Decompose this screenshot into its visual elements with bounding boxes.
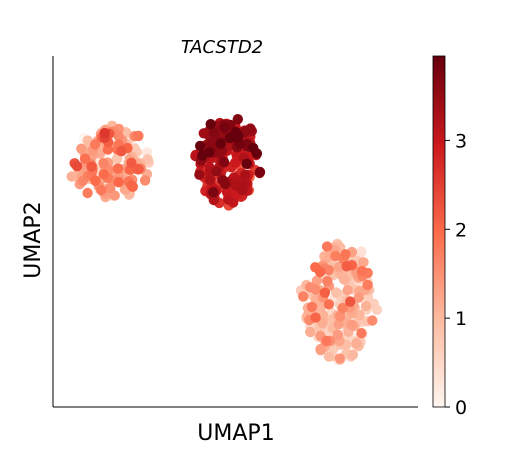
scatter-point xyxy=(341,261,352,272)
scatter-point xyxy=(220,179,231,190)
scatter-point xyxy=(367,315,378,326)
scatter-point xyxy=(223,194,234,205)
scatter-point xyxy=(323,351,335,362)
scatter-point xyxy=(113,130,124,142)
scatter-point xyxy=(346,319,358,330)
scatter-point xyxy=(347,349,358,360)
scatter-point xyxy=(311,275,323,286)
scatter-point xyxy=(66,171,77,182)
scatter-point xyxy=(360,300,372,312)
scatter-point xyxy=(330,250,341,262)
scatter-point xyxy=(126,180,137,191)
scatter-point xyxy=(105,182,116,194)
scatter-point xyxy=(254,166,266,178)
scatter-point xyxy=(323,299,335,310)
scatter-point xyxy=(342,285,353,296)
scatter-point xyxy=(112,163,124,174)
scatter-point xyxy=(237,185,248,196)
scatter-point xyxy=(340,249,351,260)
scatter-point xyxy=(98,169,109,180)
scatter-point xyxy=(240,169,251,181)
scatter-point xyxy=(310,312,321,323)
scatter-point xyxy=(330,287,342,298)
colorbar-tick-label: 3 xyxy=(455,130,467,152)
scatter-point xyxy=(241,158,252,169)
scatter-point xyxy=(358,257,369,268)
scatter-point xyxy=(211,166,222,177)
chart-title: TACSTD2 xyxy=(181,37,263,58)
scatter-point xyxy=(208,127,220,139)
scatter-point xyxy=(337,302,348,314)
scatter-point xyxy=(339,274,350,285)
scatter-point xyxy=(89,139,101,150)
colorbar-ticks: 0 1 2 3 xyxy=(445,130,467,419)
colorbar-tick-label: 2 xyxy=(455,219,467,241)
scatter-point xyxy=(315,343,326,355)
scatter-point xyxy=(356,265,368,277)
scatter-point xyxy=(126,157,137,168)
scatter-point xyxy=(351,337,362,349)
scatter-point xyxy=(76,143,87,154)
scatter-point xyxy=(333,319,344,330)
scatter-point xyxy=(323,264,334,276)
x-axis-label: UMAP1 xyxy=(197,421,274,446)
scatter-point xyxy=(362,279,373,291)
scatter-points xyxy=(66,114,383,366)
scatter-point xyxy=(321,335,332,347)
scatter-point xyxy=(248,142,259,154)
y-axis-label: UMAP2 xyxy=(21,201,46,278)
scatter-point xyxy=(79,153,91,164)
scatter-point xyxy=(230,126,242,138)
scatter-point xyxy=(334,353,345,364)
scatter-point xyxy=(356,328,367,339)
scatter-point xyxy=(208,187,219,198)
scatter-point xyxy=(98,158,109,169)
colorbar xyxy=(432,55,446,408)
scatter-point xyxy=(306,301,318,313)
scatter-point xyxy=(298,291,309,302)
scatter-point xyxy=(113,177,124,188)
scatter-point xyxy=(109,190,120,201)
scatter-point xyxy=(345,296,356,307)
scatter-point xyxy=(90,175,101,186)
scatter-point xyxy=(305,282,316,293)
scatter-point xyxy=(204,174,215,186)
scatter-point xyxy=(195,140,206,152)
scatter-point xyxy=(216,146,228,157)
scatter-point xyxy=(194,169,205,180)
scatter-point xyxy=(96,184,107,196)
colorbar-tick-label: 0 xyxy=(455,397,467,419)
scatter-point xyxy=(205,119,216,130)
scatter-point xyxy=(71,161,83,172)
scatter-point xyxy=(353,292,364,303)
scatter-point xyxy=(334,311,346,322)
scatter-point xyxy=(215,138,227,149)
scatter-point xyxy=(319,287,331,298)
scatter-point xyxy=(332,329,344,340)
scatter-point xyxy=(133,130,144,142)
scatter-point xyxy=(321,241,333,252)
scatter-point xyxy=(218,157,230,168)
colorbar-tick-label: 1 xyxy=(455,308,467,330)
scatter-point xyxy=(333,261,345,273)
scatter-point xyxy=(111,153,123,164)
scatter-point xyxy=(139,175,151,186)
scatter-point xyxy=(203,147,215,158)
scatter-point xyxy=(314,266,326,278)
scatter-point xyxy=(116,146,127,157)
scatter-point xyxy=(82,187,93,199)
scatter-point xyxy=(86,161,97,172)
scatter-point xyxy=(219,122,230,133)
scatter-point xyxy=(322,276,333,287)
scatter-point xyxy=(232,114,243,125)
scatter-point xyxy=(305,326,316,338)
scatter-point xyxy=(99,127,110,139)
